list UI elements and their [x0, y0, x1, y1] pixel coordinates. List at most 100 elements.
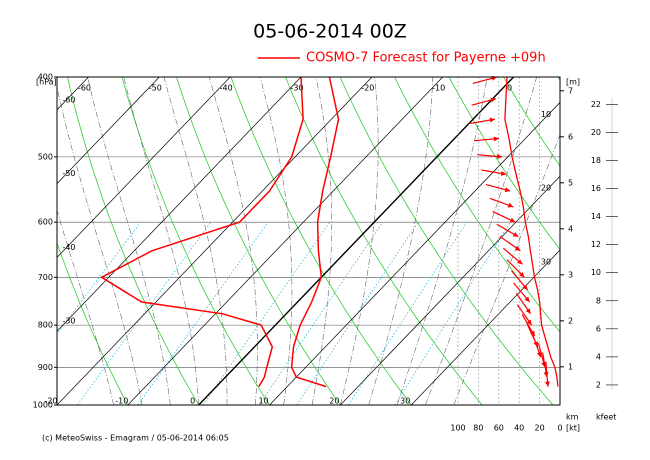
wind-arrow-head: [493, 136, 499, 142]
kfeet-tick-label: 10: [591, 268, 601, 277]
dry-adiabat: [613, 77, 650, 405]
wind-arrow-head: [536, 351, 542, 358]
wind-arrow: [471, 97, 497, 106]
height-tick-label: 4: [568, 224, 573, 233]
y-tick-label: 900: [38, 363, 53, 372]
wind-arrow-head: [530, 330, 535, 337]
moist-adiabat: [163, 77, 228, 405]
legend-label: COSMO-7 Forecast for Payerne +09h: [306, 51, 546, 66]
wind-arrow-head: [507, 202, 514, 208]
y-tick-label: 800: [38, 321, 53, 330]
wind-arrow-head: [496, 154, 503, 159]
height-tick-label: 2: [568, 316, 573, 325]
isotherm-label: -20: [361, 84, 374, 93]
isotherm: [269, 101, 560, 405]
wind-arrow-head: [526, 319, 532, 326]
wind-arrow-head: [524, 296, 530, 302]
moist-adiabat: [57, 208, 114, 405]
isotherm-label: -20: [44, 397, 57, 406]
isotherm-label: -40: [62, 243, 75, 252]
moist-adiabat: [453, 133, 560, 405]
moist-adiabat: [209, 77, 258, 405]
height-axis-label: [m]: [566, 78, 580, 87]
foreground: 4005006007008009001000-60-60-50-50-40-40…: [33, 73, 618, 433]
dry-adiabat: [67, 77, 200, 405]
isotherm-label: 20: [329, 397, 339, 406]
wind-arrow-head: [504, 187, 511, 193]
wind-arrow: [470, 117, 496, 125]
isotherm-label: -60: [62, 95, 75, 104]
isotherm-label: -50: [149, 84, 162, 93]
height-tick-label: 5: [568, 178, 573, 187]
wind-tick-label: 40: [514, 424, 524, 433]
wind-arrow: [492, 211, 516, 223]
moist-adiabat: [340, 77, 379, 405]
mixing-ratio-line: [76, 221, 212, 405]
dry-adiabat: [448, 77, 560, 251]
height-tick-label: 1: [568, 362, 573, 371]
wind-arrow-head: [519, 272, 525, 278]
wind-unit: [kt]: [566, 424, 580, 433]
isotherm-label: 0: [507, 84, 512, 93]
dry-adiabat: [57, 241, 129, 405]
moist-adiabat: [396, 77, 488, 405]
wind-arrow-head: [545, 381, 550, 387]
kfeet-axis-label: kfeet: [596, 413, 616, 422]
y-tick-label: 700: [38, 273, 53, 282]
isotherm: [127, 77, 443, 405]
dry-adiabat: [557, 77, 560, 81]
wind-arrow: [485, 183, 511, 193]
profile-line: [100, 76, 304, 387]
wind-arrow: [481, 169, 507, 176]
y-tick-label: 400: [38, 73, 53, 82]
kfeet-tick-label: 20: [591, 128, 601, 137]
wind-tick-label: 60: [494, 424, 504, 433]
wind-arrow-head: [514, 245, 521, 251]
wind-arrow-head: [525, 308, 531, 314]
footer: (c) MeteoSwiss - Emagram / 05-06-2014 06…: [42, 434, 229, 443]
profile-line: [290, 76, 340, 388]
mixing-ratio-line: [296, 221, 419, 405]
wind-arrow-head: [509, 217, 516, 223]
wind-arrow: [521, 314, 536, 337]
wind-arrow: [511, 270, 529, 291]
isotherm-label: 10: [541, 110, 551, 119]
isotherm: [57, 77, 373, 405]
isotherm-label: -60: [78, 84, 91, 93]
dry-adiabat: [57, 404, 58, 405]
wind-arrow-head: [517, 259, 523, 265]
dry-adiabat: [285, 77, 483, 405]
wind-arrow: [545, 361, 550, 387]
height-axis-unit: km: [566, 413, 579, 422]
mixing-ratio-line: [394, 221, 511, 405]
dry-adiabat: [176, 77, 341, 405]
isotherm-label: -30: [290, 84, 303, 93]
kfeet-tick-label: 18: [591, 156, 601, 165]
isotherm-label: 30: [541, 258, 551, 267]
kfeet-tick-label: 22: [591, 100, 601, 109]
moist-adiabat: [368, 77, 433, 405]
kfeet-tick-label: 14: [591, 212, 601, 221]
plot-frame: [56, 76, 561, 406]
dry-adiabat: [503, 77, 560, 167]
y-tick-label: 600: [38, 218, 53, 227]
height-tick-label: 7: [568, 86, 573, 95]
isotherm-label: -10: [432, 84, 445, 93]
wind-arrow: [502, 247, 523, 265]
isotherm: [57, 77, 160, 185]
kfeet-tick-label: 2: [596, 380, 601, 389]
height-tick-label: 3: [568, 270, 573, 279]
wind-arrow-head: [500, 171, 507, 176]
wind-arrow: [515, 292, 532, 315]
isotherm: [57, 77, 231, 258]
wind-arrow: [489, 197, 514, 208]
wind-arrow: [513, 282, 531, 303]
wind-arrow-head: [543, 371, 549, 378]
wind-tick-label: 100: [450, 424, 465, 433]
moist-adiabat: [87, 77, 171, 405]
mixing-ratio-line: [258, 221, 384, 405]
chart-title: 05-06-2014 00Z: [253, 21, 407, 43]
isotherm-label: 10: [258, 397, 268, 406]
dry-adiabat: [230, 77, 412, 405]
